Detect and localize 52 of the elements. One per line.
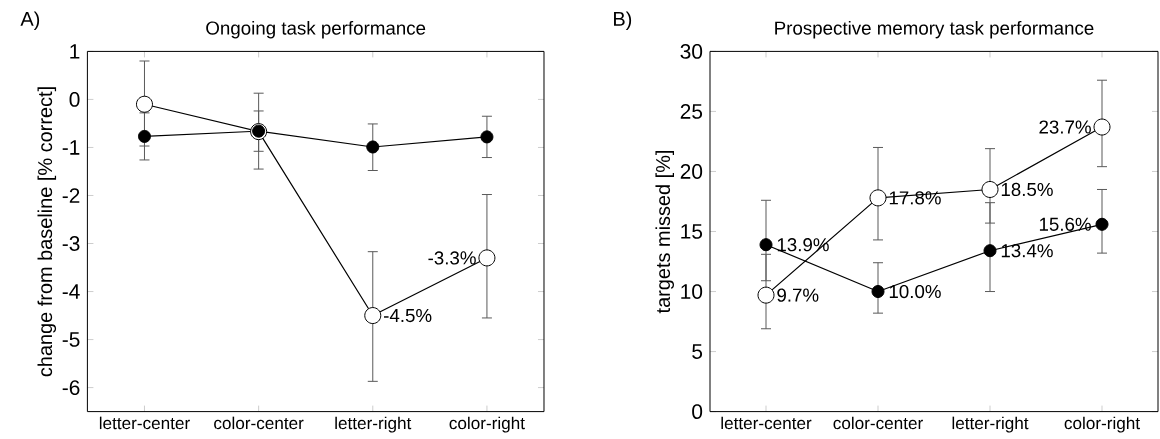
point [757, 286, 775, 304]
x-tick-label: letter-right [335, 416, 412, 433]
text: A) [20, 11, 40, 30]
x-tick-label: color-center [833, 416, 923, 430]
data-label: -4.5% [384, 308, 432, 323]
y-axis-title: change from baseline [% correct] [37, 87, 57, 377]
y-tick-label: 10 [681, 284, 703, 299]
point [1093, 118, 1111, 136]
point [759, 238, 773, 252]
point [478, 249, 496, 267]
y-tick-label: 1 [70, 44, 80, 59]
data-label: 17.8% [889, 191, 941, 205]
x-tick-label: color-right [1064, 416, 1140, 433]
chart-title: Prospective memory task performance [775, 20, 1094, 39]
data-label: 18.5% [1001, 182, 1053, 197]
point [871, 285, 885, 299]
data-label: 10.0% [889, 284, 941, 299]
y-tick-label: 0 [692, 404, 703, 420]
point [1095, 217, 1109, 231]
chart-title: Ongoing task performance [206, 20, 426, 39]
point [137, 129, 151, 143]
y-tick-label: 30 [680, 44, 703, 59]
text: B) [614, 11, 632, 30]
data-label: 13.4% [1001, 244, 1053, 258]
y-tick-label: 5 [692, 344, 703, 359]
y-axis-title: targets missed [%] [655, 150, 675, 314]
y-tick-label: 0 [69, 92, 80, 107]
x-tick-label: letter-center [721, 416, 812, 430]
point [366, 140, 380, 154]
x-tick-label: letter-right [952, 416, 1029, 433]
point [869, 189, 887, 207]
y-tick-label: -2 [62, 188, 80, 203]
x-tick-label: color-right [449, 416, 525, 433]
y-tick-label: 15 [681, 224, 703, 239]
point [981, 180, 999, 198]
y-tick-label: 20 [680, 164, 703, 179]
y-tick-label: -6 [62, 380, 80, 396]
data-label: 23.7% [1039, 120, 1091, 134]
y-tick-label: -3 [62, 236, 80, 251]
data-label: -3.3% [428, 251, 476, 265]
data-label: 9.7% [777, 288, 819, 302]
x-tick-label: letter-center [99, 416, 190, 430]
x-tick-label: color-center [214, 416, 304, 430]
y-tick-label: -5 [62, 332, 80, 347]
point [135, 95, 153, 113]
y-tick-label: -1 [62, 140, 80, 155]
data-label: 15.6% [1039, 217, 1091, 231]
y-tick-label: 25 [680, 104, 703, 119]
point [983, 244, 997, 258]
point [480, 130, 494, 144]
point [364, 307, 382, 325]
y-tick-label: -4 [62, 284, 80, 299]
